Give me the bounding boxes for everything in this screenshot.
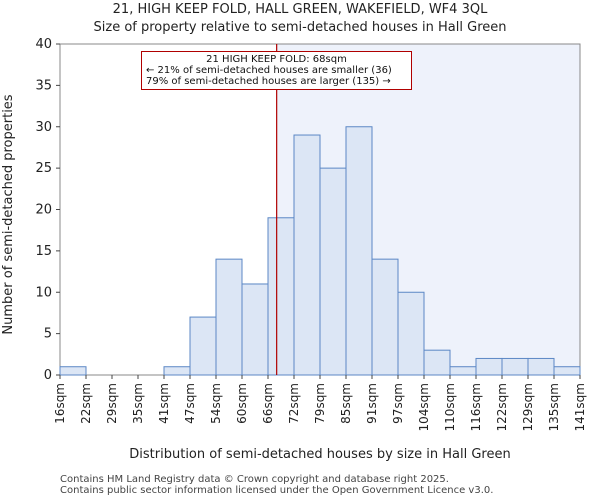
annotation-larger: 79% of semi-detached houses are larger (… xyxy=(146,76,391,87)
histogram-bar xyxy=(189,316,217,376)
x-tick-label: 35sqm xyxy=(131,383,145,424)
x-tick-label: 16sqm xyxy=(53,383,67,424)
histogram-bar xyxy=(319,167,347,376)
footer-copyright: Contains HM Land Registry data © Crown c… xyxy=(60,474,449,485)
histogram-bar xyxy=(215,258,243,376)
x-tick-label: 72sqm xyxy=(287,383,301,424)
histogram-bar xyxy=(345,126,373,376)
x-tick-label: 41sqm xyxy=(157,383,171,424)
x-tick-label: 22sqm xyxy=(79,383,93,424)
histogram-bar xyxy=(397,291,425,376)
annotation-title: 21 HIGH KEEP FOLD: 68sqm xyxy=(206,54,347,65)
x-tick-label: 29sqm xyxy=(105,383,119,424)
histogram-bar xyxy=(449,366,477,376)
x-tick-label: 79sqm xyxy=(313,383,327,424)
chart-subtitle: Size of property relative to semi-detach… xyxy=(93,20,507,35)
x-tick-label: 116sqm xyxy=(469,383,483,431)
y-tick-label: 0 xyxy=(44,368,52,383)
x-tick-label: 122sqm xyxy=(495,383,509,431)
x-tick-label: 141sqm xyxy=(573,383,587,431)
footer-licence: Contains public sector information licen… xyxy=(60,485,494,496)
x-tick-label: 135sqm xyxy=(547,383,561,431)
property-annotation: 21 HIGH KEEP FOLD: 68sqm ← 21% of semi-d… xyxy=(141,51,412,90)
histogram-bar xyxy=(475,357,503,376)
x-axis-label: Distribution of semi-detached houses by … xyxy=(129,447,510,462)
chart-title: 21, HIGH KEEP FOLD, HALL GREEN, WAKEFIEL… xyxy=(112,2,488,17)
x-tick-label: 110sqm xyxy=(443,383,457,431)
x-tick-label: 47sqm xyxy=(183,383,197,424)
y-axis-label: Number of semi-detached properties xyxy=(1,94,16,334)
histogram-bar xyxy=(267,217,295,376)
histogram-bar xyxy=(501,357,529,376)
histogram-bar xyxy=(527,357,555,376)
y-tick-label: 25 xyxy=(35,161,52,176)
x-tick-label: 66sqm xyxy=(261,383,275,424)
histogram-bar xyxy=(553,366,581,376)
x-tick-label: 85sqm xyxy=(339,383,353,424)
x-tick-label: 91sqm xyxy=(365,383,379,424)
histogram-bar xyxy=(293,134,321,376)
y-tick-label: 35 xyxy=(35,78,52,93)
histogram-bar xyxy=(59,366,87,376)
y-tick-label: 15 xyxy=(35,244,52,259)
histogram-bar xyxy=(163,366,191,376)
y-tick-label: 5 xyxy=(44,327,52,342)
y-tick-label: 40 xyxy=(35,37,52,52)
histogram-bar xyxy=(423,349,451,376)
x-tick-label: 54sqm xyxy=(209,383,223,424)
y-tick-label: 20 xyxy=(35,203,52,218)
histogram-bar xyxy=(371,258,399,376)
annotation-smaller: ← 21% of semi-detached houses are smalle… xyxy=(146,65,392,76)
x-tick-label: 104sqm xyxy=(417,383,431,431)
histogram-bar xyxy=(241,283,269,376)
y-tick-label: 10 xyxy=(35,285,52,300)
y-tick-label: 30 xyxy=(35,120,52,135)
x-tick-label: 129sqm xyxy=(521,383,535,431)
x-tick-label: 97sqm xyxy=(391,383,405,424)
x-tick-label: 60sqm xyxy=(235,383,249,424)
